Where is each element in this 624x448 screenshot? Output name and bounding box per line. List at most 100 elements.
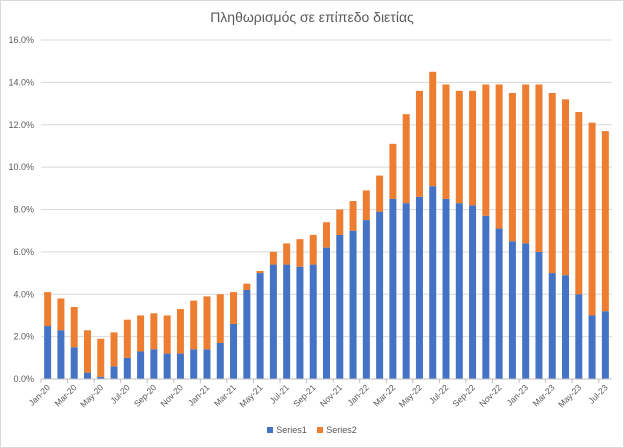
bar-series2-Dec-22	[508, 92, 516, 242]
legend-label: Series1	[276, 425, 307, 435]
x-tick-label: Jan-21	[186, 382, 212, 408]
bar-series1-Apr-22	[402, 203, 410, 379]
bar-series2-May-22	[415, 90, 423, 197]
bar-series2-Jul-22	[442, 84, 450, 199]
legend-swatch	[267, 427, 274, 433]
bar-series1-Oct-22	[482, 215, 490, 379]
y-tick-label: 12.0%	[8, 120, 34, 130]
bar-series1-Mar-22	[389, 198, 397, 379]
x-tick-label: Jan-20	[27, 382, 53, 408]
bar-series1-Jun-21	[269, 264, 277, 379]
bar-series2-Jan-22	[362, 190, 370, 221]
bar-series1-Sep-21	[309, 264, 317, 379]
bar-series2-Jun-23	[588, 122, 596, 316]
bar-series2-Jul-20	[123, 319, 131, 358]
bar-series2-Mar-23	[548, 92, 556, 274]
y-tick-label: 16.0%	[8, 35, 34, 45]
bar-series1-Jul-23	[601, 311, 609, 379]
bar-series1-Feb-20	[57, 330, 65, 379]
bar-series2-Feb-21	[216, 294, 224, 343]
x-tick-label: Nov-22	[477, 382, 504, 409]
x-tick-label: Jan-22	[345, 382, 371, 408]
bar-series1-Sep-20	[150, 349, 158, 379]
bar-series1-Jul-21	[283, 264, 291, 379]
bar-series1-Oct-20	[163, 353, 171, 379]
bar-series1-Jun-23	[588, 315, 596, 379]
y-tick-label: 10.0%	[8, 162, 34, 172]
bar-series2-Apr-23	[562, 99, 570, 276]
bar-series1-May-23	[575, 294, 583, 379]
bar-series2-Feb-23	[535, 84, 543, 252]
x-tick-label: Jul-22	[427, 382, 451, 406]
bar-series1-Dec-20	[190, 349, 198, 379]
x-tick-label: Sep-21	[291, 382, 318, 409]
bar-series2-Feb-20	[57, 298, 65, 331]
y-tick-label: 0.0%	[13, 374, 34, 384]
bar-series2-Oct-20	[163, 315, 171, 354]
legend-item-series1: Series1	[267, 425, 307, 435]
x-tick-label: Mar-22	[371, 382, 397, 408]
legend-swatch	[317, 427, 324, 433]
chart-title: Πληθωρισμός σε επίπεδο διετίας	[210, 9, 414, 25]
x-tick-label: Mar-23	[531, 382, 557, 408]
x-tick-label: Mar-21	[212, 382, 238, 408]
bar-series1-Mar-20	[70, 347, 78, 379]
bar-series2-Aug-22	[455, 90, 463, 204]
bar-series2-May-23	[575, 112, 583, 295]
bar-series1-Feb-23	[535, 251, 543, 379]
bar-series2-Mar-21	[230, 292, 238, 324]
bar-series1-Jan-22	[362, 220, 370, 379]
bar-series1-Mar-23	[548, 273, 556, 379]
x-tick-label: Nov-20	[158, 382, 185, 409]
x-tick-label: Jul-23	[586, 382, 610, 406]
x-tick-label: Jan-23	[505, 382, 531, 408]
bar-series2-Nov-20	[176, 309, 184, 354]
bar-series1-Feb-21	[216, 342, 224, 379]
x-tick-label: May-22	[397, 382, 424, 409]
bar-series1-Jul-22	[442, 198, 450, 379]
bar-series2-May-21	[256, 270, 264, 274]
x-tick-label: Jul-21	[268, 382, 292, 406]
bar-series1-Apr-23	[562, 275, 570, 379]
bar-series1-May-22	[415, 196, 423, 379]
bar-series1-May-20	[97, 376, 105, 379]
bar-series2-Jul-23	[601, 131, 609, 312]
bar-series2-Nov-21	[336, 209, 344, 235]
bar-series2-Oct-22	[482, 84, 490, 216]
bar-series2-Apr-22	[402, 114, 410, 204]
y-tick-label: 2.0%	[13, 332, 34, 342]
x-tick-label: Sep-22	[451, 382, 478, 409]
bar-series1-Aug-20	[137, 351, 145, 379]
x-tick-label: Sep-20	[132, 382, 159, 409]
bar-series1-Apr-21	[243, 290, 251, 379]
bar-series2-Jun-20	[110, 332, 118, 367]
y-tick-label: 8.0%	[13, 205, 34, 215]
bar-series1-Jun-22	[429, 186, 437, 379]
bar-series1-Jul-20	[123, 357, 131, 379]
bar-series1-May-21	[256, 273, 264, 379]
x-tick-label: May-23	[556, 382, 583, 409]
bar-series2-Aug-20	[137, 315, 145, 352]
bar-series2-Jan-20	[44, 292, 52, 327]
bar-series1-Feb-22	[376, 211, 384, 379]
bar-series2-Sep-20	[150, 313, 158, 350]
x-tick-label: Mar-20	[52, 382, 78, 408]
bar-series2-Oct-21	[323, 222, 330, 248]
bar-series2-Apr-20	[83, 330, 91, 373]
bar-series1-Nov-21	[336, 234, 344, 379]
bar-series2-Nov-22	[495, 84, 503, 229]
bar-series2-May-20	[97, 338, 105, 377]
bar-series2-Apr-21	[243, 283, 251, 291]
bar-series2-Sep-21	[309, 234, 317, 265]
x-tick-label: May-20	[78, 382, 105, 409]
bar-series2-Sep-22	[469, 90, 477, 206]
legend-item-series2: Series2	[317, 425, 357, 435]
x-tick-label: Jul-20	[108, 382, 132, 406]
bar-series1-Nov-20	[176, 353, 184, 379]
x-tick-label: May-21	[237, 382, 264, 409]
bar-series2-Feb-22	[376, 175, 384, 212]
legend: Series1 Series2	[0, 425, 624, 435]
bar-series1-Apr-20	[83, 372, 91, 379]
bar-series1-Dec-21	[349, 230, 357, 379]
bar-series1-Sep-22	[469, 205, 477, 379]
